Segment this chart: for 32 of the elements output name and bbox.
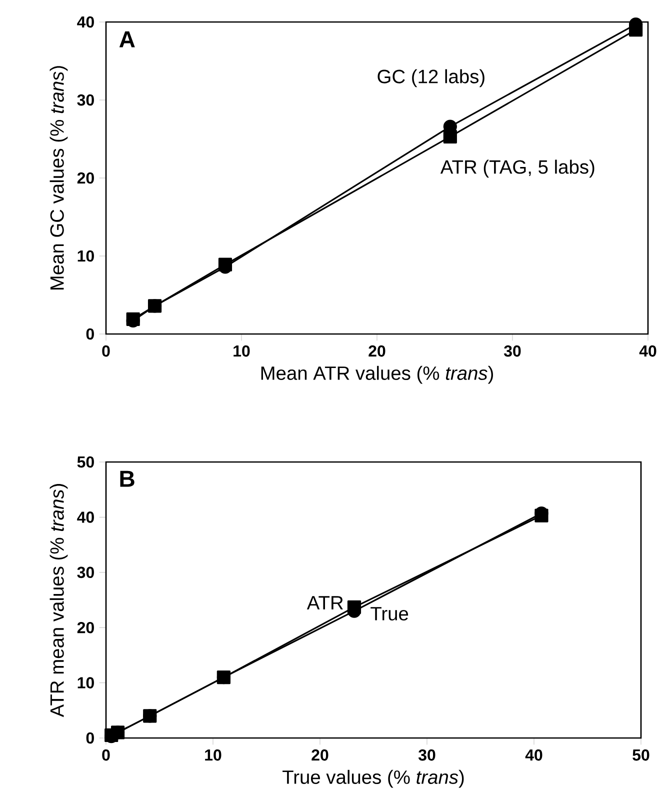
y-axis-title: Mean GC values (% trans)	[50, 66, 68, 290]
x-tick-label: 20	[312, 749, 328, 761]
series-label: True	[370, 607, 408, 620]
x-tick-label: 0	[102, 345, 110, 357]
y-axis-title: ATR mean values (% trans)	[50, 484, 68, 718]
x-tick-label: 40	[525, 749, 542, 761]
series-label: ATR	[306, 596, 343, 610]
series-label: ATR (TAG, 5 labs)	[440, 160, 594, 178]
x-tick-label: 0	[102, 749, 110, 761]
series-label: GC (12 labs)	[378, 69, 484, 88]
y-tick-label: 10	[78, 677, 94, 688]
y-tick-label: 30	[77, 94, 94, 106]
y-tick-label: 20	[77, 172, 94, 184]
x-axis-title: True values (% trans)	[282, 770, 464, 788]
y-tick-label: 0	[86, 732, 94, 744]
x-tick-label: 10	[205, 749, 222, 761]
x-tick-label: 40	[639, 345, 656, 357]
x-tick-label: 20	[368, 345, 386, 357]
y-tick-label: 10	[78, 250, 94, 262]
y-tick-label: 40	[77, 512, 94, 523]
x-tick-label: 30	[418, 749, 436, 761]
y-tick-label: 20	[77, 622, 94, 634]
y-tick-label: 50	[77, 456, 94, 468]
chart-title: B	[120, 470, 134, 487]
y-tick-label: 0	[86, 328, 94, 340]
x-tick-label: 50	[632, 749, 650, 761]
x-tick-label: 30	[504, 345, 521, 357]
x-axis-title: Mean ATR values (% trans)	[261, 366, 493, 384]
y-tick-label: 30	[77, 566, 94, 578]
y-tick-label: 40	[77, 16, 94, 28]
chart-title: A	[119, 31, 135, 48]
x-tick-label: 10	[234, 345, 250, 357]
